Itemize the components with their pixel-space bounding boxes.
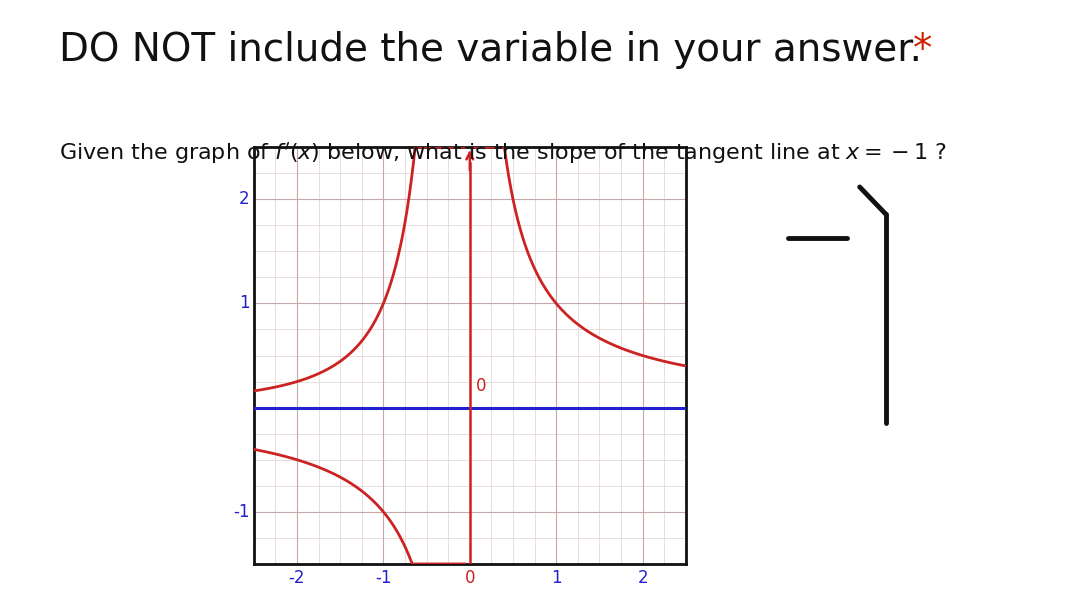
Text: 1: 1 xyxy=(239,294,249,313)
Text: 1: 1 xyxy=(551,569,562,587)
Text: DO NOT include the variable in your answer.: DO NOT include the variable in your answ… xyxy=(59,31,922,69)
Text: *: * xyxy=(913,31,932,69)
Text: -1: -1 xyxy=(375,569,392,587)
Text: -1: -1 xyxy=(233,503,249,521)
Text: 0: 0 xyxy=(476,377,486,395)
Text: -2: -2 xyxy=(288,569,306,587)
Text: Given the graph of $f'(x)$ below, what is the slope of the tangent line at $x=-1: Given the graph of $f'(x)$ below, what i… xyxy=(59,141,947,167)
Text: 2: 2 xyxy=(637,569,648,587)
Text: 0: 0 xyxy=(464,569,475,587)
Text: 2: 2 xyxy=(239,190,249,208)
